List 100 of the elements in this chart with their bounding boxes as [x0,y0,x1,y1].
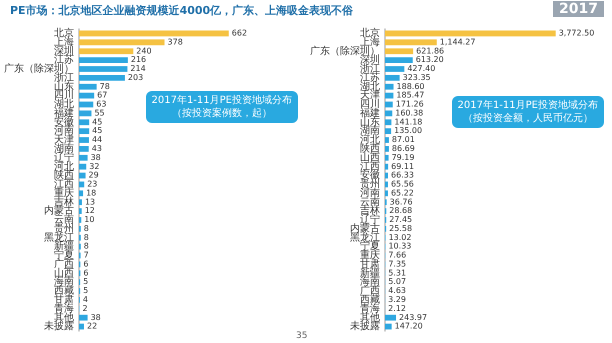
data-label: 203 [128,72,144,82]
data-label: 141.18 [394,117,422,126]
data-label: 5.07 [388,277,406,286]
bar [79,84,97,90]
bar [79,172,86,178]
data-label: 5.31 [388,268,406,278]
bar [79,199,82,206]
bar [79,66,128,72]
bar [385,137,389,143]
data-label: 67 [97,90,108,100]
data-label: 65.22 [390,188,414,198]
bar [79,182,84,188]
data-label: 214 [130,64,146,74]
data-label: 6 [83,259,88,268]
bar [385,84,394,90]
data-label: 171.26 [396,100,424,109]
data-label: 1,144.27 [440,37,476,46]
data-label: 12 [84,206,95,216]
bar [385,39,437,46]
bar [79,137,89,143]
data-label: 160.38 [395,108,424,118]
data-label: 69.11 [391,162,414,171]
data-label: 662 [232,28,248,38]
bar [385,324,392,330]
data-label: 23 [87,180,98,189]
bar [79,208,82,214]
data-label: 7 [84,250,89,260]
data-label: 216 [130,55,146,64]
data-label: 4 [82,294,88,304]
y-tick-label: 湖北 [360,80,380,92]
text: 2017 [553,1,604,17]
data-label: 185.47 [396,90,424,100]
data-label: 63 [96,100,106,109]
data-label: 86.69 [392,144,415,153]
bar [385,102,393,108]
data-label: 25.58 [389,224,412,233]
data-label: 4.63 [388,286,406,296]
bar [79,324,84,330]
bar [385,57,413,63]
data-label: 8 [84,232,89,242]
bar [385,190,388,196]
data-label: 18 [86,188,96,198]
bar [385,30,556,36]
data-label: 243.97 [399,312,428,322]
text: （按投资金额，人民币亿元） [462,112,594,125]
bar [385,164,388,170]
data-label: 621.86 [416,46,444,56]
bar [79,164,86,170]
data-label: 10 [84,215,94,224]
bar [385,128,392,134]
bar [79,48,134,54]
data-label: 22 [86,322,98,331]
bar [385,119,392,126]
data-label: 6 [83,268,88,278]
bar [385,314,396,321]
data-label: 36.76 [390,197,413,206]
data-label: 7.66 [388,250,406,260]
bar [79,57,128,63]
text: PE市场：北京地区企业融资规模近4000亿，广东、上海吸金表现不俗 [10,3,354,18]
data-label: 10.33 [388,242,412,251]
data-label: 147.20 [394,322,423,331]
data-label: 613.20 [416,55,444,64]
bar [385,172,388,178]
bar [385,48,414,54]
bar [79,146,89,152]
bar [79,92,94,99]
bar [385,110,392,116]
y-tick-label: 贵州 [54,222,74,234]
data-label: 7.35 [388,259,406,268]
data-label: 5 [83,277,88,286]
text: （按投资案例数，起） [170,107,273,120]
bar [385,154,389,161]
bar [385,74,400,81]
y-tick-label: 河南 [360,186,380,199]
data-label: 66.33 [391,170,414,180]
data-label: 45 [92,126,102,136]
data-label: 38 [90,152,101,162]
bar [79,74,125,81]
data-label: 28.68 [389,206,412,216]
bar [79,110,92,116]
data-label: 8 [84,242,89,251]
bar [79,119,90,126]
data-label: 188.60 [396,82,425,91]
data-label: 378 [168,37,183,46]
data-label: 27.45 [389,215,412,224]
text: 2017年1-11月PE投资地域分布 [458,99,598,112]
data-label: 3,772.50 [558,28,594,38]
data-label: 240 [136,46,152,56]
data-label: 13.02 [388,232,412,242]
data-label: 8 [84,224,89,233]
data-label: 55 [94,108,105,118]
bar [79,154,88,161]
data-label: 79.19 [392,152,414,162]
data-label: 2 [82,304,88,313]
data-label: 32 [89,162,100,171]
y-tick-label: 吉林 [54,196,74,208]
data-label: 44 [92,135,102,144]
data-label: 87.01 [392,135,415,144]
bar [385,92,394,99]
bar [79,39,165,46]
